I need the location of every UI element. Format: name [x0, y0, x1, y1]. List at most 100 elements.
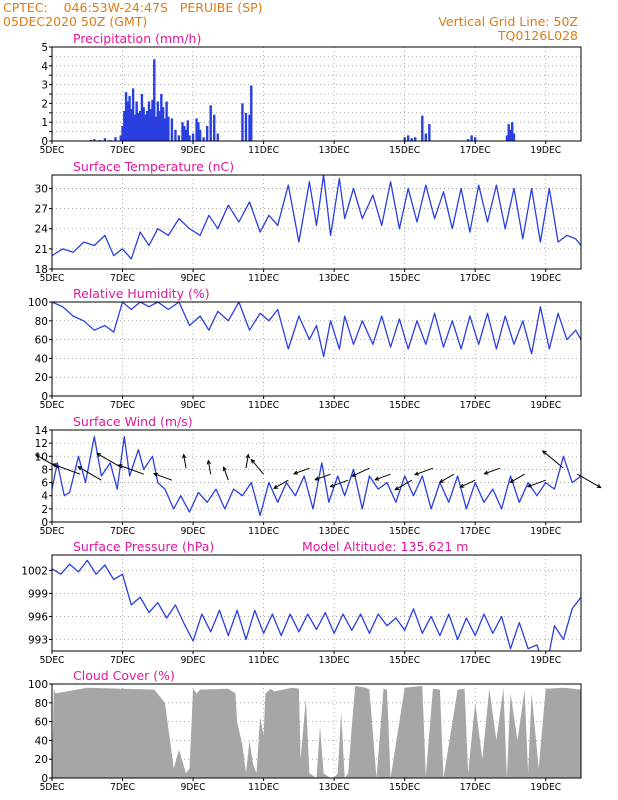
rh-ytick-label: 100: [28, 297, 48, 309]
rh-ytick-label: 0: [41, 391, 48, 403]
wind-arrow-head: [206, 459, 212, 465]
precip-bar: [167, 116, 170, 141]
precip-bar: [151, 99, 154, 141]
wind-arrow-shaft: [293, 467, 310, 475]
precip-bar: [144, 114, 147, 141]
precip-bar: [183, 125, 186, 141]
temp-data: [52, 175, 581, 260]
wind-arrow-shaft: [527, 479, 546, 488]
precip-bar: [133, 114, 137, 141]
wind-arrow-shaft: [374, 473, 391, 481]
pressure-xtick-label: 11DEC: [248, 655, 279, 666]
precip-bar: [181, 122, 184, 141]
wind-arrow-head: [152, 472, 159, 477]
precip-ytick-label: 5: [41, 42, 48, 54]
wind-arrow-head: [459, 483, 465, 488]
wind-xtick-label: 5DEC: [40, 526, 65, 537]
precip-bar: [466, 139, 470, 141]
precip-ytick-label: 3: [41, 80, 48, 92]
pressure-xtick-label: 5DEC: [40, 655, 65, 666]
precip-bar: [403, 137, 406, 141]
wind-arrow-head: [483, 470, 489, 475]
wind-arrow-head: [96, 452, 102, 458]
cloud-ytick-label: 0: [41, 773, 48, 785]
wind-arrow-head: [329, 483, 335, 488]
rh-xtick-label: 11DEC: [248, 400, 279, 411]
precip-bar: [186, 120, 189, 141]
precip-bar: [505, 135, 509, 141]
cloud-panel: 0 20 40 60 80 100 5DEC 7DEC 9DEC 11DEC 13DEC 15DEC 1…: [28, 668, 582, 793]
wind-arrow: [51, 463, 81, 475]
precip-bar: [428, 124, 431, 141]
wind-arrow-head: [117, 464, 123, 469]
cloud-area: [52, 685, 581, 778]
precip-bar: [250, 85, 253, 141]
precip-bar: [184, 129, 188, 141]
precip-bar: [153, 59, 156, 141]
precip-bar: [244, 112, 248, 141]
precip-bar: [170, 118, 174, 141]
precip-bar: [126, 101, 130, 141]
wind-arrow: [77, 466, 102, 481]
wind-arrow: [509, 473, 525, 483]
wind-arrow-shaft: [414, 467, 434, 476]
wind-arrow: [413, 467, 434, 476]
wind-arrow-shaft: [510, 473, 525, 483]
temp-title: Surface Temperature (nC): [73, 159, 234, 174]
precip-bar: [511, 122, 514, 141]
header-station: CPTEC: 046:53W-24:47S PERUIBE (SP): [3, 0, 263, 15]
wind-arrow: [526, 479, 546, 488]
temp-xtick-label: 19DEC: [530, 273, 561, 284]
wind-arrow-head: [250, 458, 256, 464]
wind-arrow: [329, 479, 349, 488]
rh-ytick-label: 60: [35, 335, 48, 347]
wind-arrow-head: [222, 466, 227, 472]
wind-arrow: [374, 473, 391, 481]
wind-arrow: [438, 473, 455, 483]
pressure-ytick-label: 996: [28, 611, 48, 623]
cloud-ytick-label: 20: [35, 754, 48, 766]
wind-arrow-shaft: [315, 473, 331, 481]
rh-ytick-label: 40: [35, 353, 48, 365]
precip-ytick-label: 2: [41, 98, 48, 110]
wind-arrow: [96, 452, 123, 469]
temp-xtick-label: 7DEC: [110, 273, 135, 284]
precip-xtick-label: 5DEC: [40, 145, 65, 156]
temp-ytick-label: 30: [35, 183, 48, 195]
precip-bar: [197, 122, 200, 141]
wind-arrow-shaft: [35, 454, 60, 469]
wind-arrow-shaft: [395, 479, 412, 491]
precip-bar: [410, 138, 413, 141]
precip-bar: [142, 107, 145, 141]
temp-ytick-label: 27: [35, 204, 48, 216]
precip-data: [89, 59, 516, 141]
temp-xtick-label: 15DEC: [389, 273, 420, 284]
cloud-ytick-label: 80: [35, 698, 48, 710]
precip-xtick-label: 19DEC: [530, 145, 561, 156]
precip-bar: [103, 138, 107, 141]
pressure-data: [52, 559, 581, 651]
rh-xtick-label: 7DEC: [110, 400, 135, 411]
rh-xtick-label: 5DEC: [40, 400, 65, 411]
wind-arrow-head: [394, 486, 400, 491]
wind-arrows: [34, 450, 602, 491]
cloud-title: Cloud Cover (%): [73, 668, 175, 683]
wind-arrow-head: [51, 463, 57, 468]
wind-arrow-shaft: [153, 473, 173, 481]
wind-line: [52, 435, 581, 517]
precip-bar: [131, 88, 135, 141]
wind-xtick-label: 15DEC: [389, 526, 420, 537]
precip-bar: [414, 137, 417, 141]
rh-ytick-label: 20: [35, 372, 48, 384]
cloud-xtick-label: 19DEC: [530, 782, 561, 793]
temp-line: [52, 175, 581, 260]
rh-panel: 0 20 40 60 80 100 5DEC 7DEC 9DEC 11DEC 13DEC 15DEC 1…: [28, 286, 582, 411]
pressure-xtick-label: 9DEC: [181, 655, 206, 666]
precip-bar: [188, 135, 191, 141]
wind-arrow: [292, 467, 310, 475]
rh-xtick-label: 9DEC: [181, 400, 206, 411]
precip-bar: [130, 109, 133, 141]
cloud-ytick-label: 100: [28, 679, 48, 691]
wind-ytick-label: 6: [41, 478, 48, 490]
precip-bar: [140, 94, 144, 141]
